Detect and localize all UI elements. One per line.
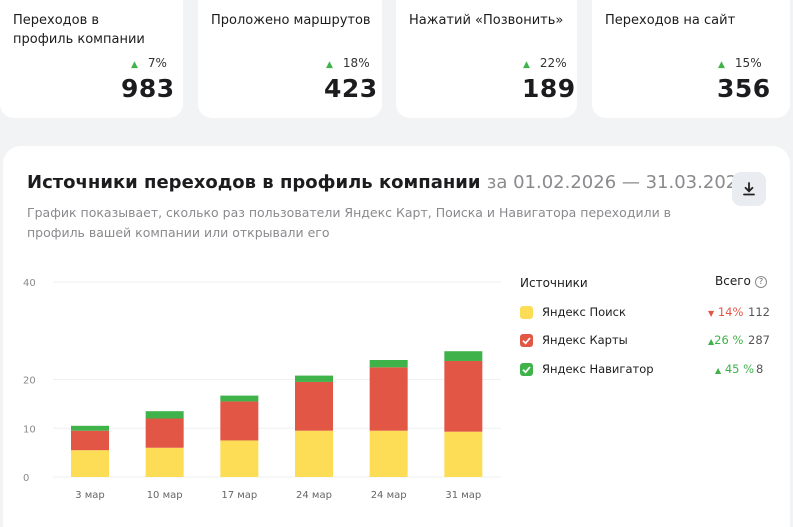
y-tick-label: 20 [23, 376, 36, 387]
kpi-value: 423 [324, 74, 378, 103]
legend-item-maps[interactable]: Яндекс Карты ▲26 % 287 [520, 331, 770, 351]
trend-down-icon: ▼ [708, 309, 715, 318]
bar-segment [444, 360, 483, 432]
bar-segment [295, 381, 333, 431]
legend-color[interactable] [520, 334, 533, 347]
kpi-value: 356 [717, 74, 771, 103]
bar-segment [145, 447, 184, 477]
legend-item-total: 8 [756, 362, 764, 376]
x-tick-label: 24 мар [371, 490, 407, 501]
legend-item-label: Яндекс Карты [542, 333, 628, 347]
kpi-card-routes: Проложено маршрутов ▲ 18% 423 [198, 0, 382, 118]
panel-title: Источники переходов в профиль компании з… [27, 172, 749, 193]
check-icon [522, 366, 531, 374]
legend-item-change: ▼ 14% [708, 305, 744, 319]
legend-item-search[interactable]: Яндекс Поиск ▼ 14% 112 [520, 303, 770, 323]
x-tick-label: 24 мар [296, 490, 332, 501]
panel-period: за 01.02.2026 — 31.03.2026 [486, 172, 749, 193]
trend-up-icon: ▲ [718, 60, 725, 70]
bar-segment [145, 411, 184, 419]
bar-segment [220, 401, 259, 441]
bar-segment [369, 430, 408, 477]
legend-total-header: Всего [715, 274, 751, 288]
kpi-card-site: Переходов на сайт ▲ 15% 356 [592, 0, 790, 118]
legend-item-total: 112 [748, 305, 770, 319]
x-tick-label: 3 мар [75, 490, 105, 501]
bar-segment [71, 450, 109, 477]
sources-panel: Источники переходов в профиль компании з… [3, 146, 790, 527]
legend-item-change: ▲ 45 % [715, 362, 755, 376]
kpi-card-profile: Переходов в профиль компании ▲ 7% 983 [0, 0, 183, 118]
x-tick-label: 31 мар [445, 490, 481, 501]
legend-item-label: Яндекс Навигатор [542, 362, 654, 376]
kpi-value: 983 [121, 74, 175, 103]
bar-segment [369, 360, 408, 368]
legend-color[interactable] [520, 306, 533, 319]
trend-up-icon: ▲ [715, 366, 722, 375]
x-tick-label: 17 мар [221, 490, 257, 501]
trend-up-icon: ▲ [523, 60, 530, 70]
kpi-label: Переходов на сайт [605, 13, 736, 28]
bar-segment [220, 440, 259, 477]
stacked-bar-chart: 0 10 20 40 3 мар 10 мар 17 мар 24 мар 24 мар 31 м… [23, 278, 501, 501]
x-tick-label: 10 мар [147, 490, 183, 501]
trend-up-icon: ▲ [708, 337, 715, 346]
question-circle-icon[interactable]: ? [755, 276, 767, 288]
legend-item-total: 287 [748, 333, 770, 347]
bar-segment [369, 367, 408, 431]
check-icon [522, 337, 531, 345]
trend-up-icon: ▲ [326, 60, 333, 70]
bar-segment [295, 430, 333, 477]
kpi-change: ▲ 15% [718, 56, 762, 70]
bar-segment [220, 395, 259, 402]
bar-segment [145, 418, 184, 448]
bar-segment [444, 351, 483, 361]
kpi-label: Нажатий «Позвонить» [409, 13, 564, 28]
legend-item-change: ▲26 % [708, 333, 744, 347]
kpi-value: 189 [522, 74, 576, 103]
legend-item-navigator[interactable]: Яндекс Навигатор ▲ 45 % 8 [520, 360, 770, 380]
y-tick-label: 0 [23, 473, 29, 484]
kpi-change: ▲ 7% [131, 56, 167, 70]
trend-up-icon: ▲ [131, 60, 138, 70]
kpi-label: Переходов в профиль компании [13, 13, 145, 47]
download-icon [743, 182, 755, 196]
kpi-change: ▲ 18% [326, 56, 370, 70]
legend-color[interactable] [520, 363, 533, 376]
y-tick-label: 10 [23, 424, 36, 435]
bar-segment [295, 375, 333, 382]
bar-segment [71, 425, 109, 431]
kpi-change: ▲ 22% [523, 56, 567, 70]
panel-subtitle: График показывает, сколько раз пользоват… [27, 205, 672, 240]
kpi-label: Проложено маршрутов [211, 13, 371, 28]
bar-segment [71, 430, 109, 451]
legend-item-label: Яндекс Поиск [542, 305, 626, 319]
download-button[interactable] [732, 172, 766, 206]
kpi-card-calls: Нажатий «Позвонить» ▲ 22% 189 [396, 0, 577, 118]
bar-segment [444, 431, 483, 477]
y-tick-label: 40 [23, 278, 36, 289]
